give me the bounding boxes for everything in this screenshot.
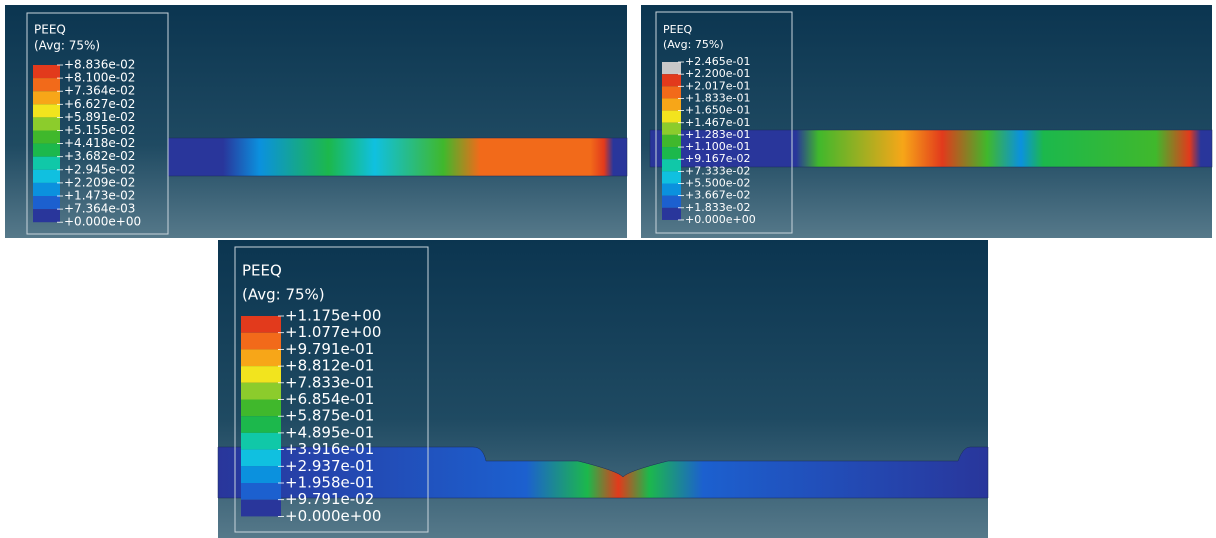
legend-label: +3.916e-01 <box>285 440 374 458</box>
legend-variable: PEEQ <box>663 23 693 36</box>
legend-swatch <box>662 123 681 135</box>
legend-label: +6.627e-02 <box>64 97 135 111</box>
legend-label: +5.500e-02 <box>685 177 750 190</box>
legend-swatch <box>33 117 60 130</box>
legend-label: +0.000e+00 <box>685 213 756 226</box>
legend-swatch <box>33 209 60 222</box>
legend-averaging: (Avg: 75%) <box>242 286 325 304</box>
legend-label: +1.958e-01 <box>285 474 374 492</box>
legend-swatch <box>241 316 281 333</box>
legend-label: +8.836e-02 <box>64 58 135 72</box>
legend-label: +4.418e-02 <box>64 136 135 150</box>
legend-swatch <box>241 416 281 433</box>
legend-swatch <box>33 183 60 196</box>
legend-swatch <box>33 78 60 91</box>
legend-swatch <box>662 135 681 147</box>
legend-label: +2.945e-02 <box>64 162 135 176</box>
fea-viewport: PEEQ(Avg: 75%)+1.175e+00+1.077e+00+9.791… <box>218 240 988 538</box>
legend-swatch <box>33 65 60 78</box>
legend-swatch <box>33 131 60 144</box>
legend-label: +9.791e-01 <box>285 340 374 358</box>
legend-swatch <box>662 86 681 98</box>
legend-label: +2.465e-01 <box>685 55 750 68</box>
legend-averaging: (Avg: 75%) <box>34 39 100 53</box>
legend-swatch <box>33 91 60 104</box>
legend-label: +1.283e-01 <box>685 128 750 141</box>
legend-swatch <box>662 111 681 123</box>
legend-swatch <box>33 157 60 170</box>
legend-swatch <box>241 366 281 383</box>
legend-label: +7.333e-02 <box>685 164 750 177</box>
legend-label: +1.833e-02 <box>685 201 750 214</box>
legend-swatch <box>33 144 60 157</box>
legend-swatch <box>33 196 60 209</box>
legend-label: +1.100e-01 <box>685 140 750 153</box>
legend-averaging: (Avg: 75%) <box>663 38 724 51</box>
legend-label: +1.077e+00 <box>285 323 381 341</box>
legend-swatch <box>662 147 681 159</box>
legend-label: +1.467e-01 <box>685 116 750 129</box>
legend-swatch <box>241 450 281 467</box>
legend-swatch <box>33 170 60 183</box>
legend-label: +1.650e-01 <box>685 104 750 117</box>
legend-label: +1.175e+00 <box>285 307 381 325</box>
legend-label: +0.000e+00 <box>285 507 381 525</box>
legend-swatch <box>241 349 281 366</box>
screenshot: PEEQ(Avg: 75%)+8.836e-02+8.100e-02+7.364… <box>0 0 1216 538</box>
legend-label: +2.209e-02 <box>64 175 135 189</box>
legend-label: +1.473e-02 <box>64 189 135 203</box>
legend-label: +8.812e-01 <box>285 357 374 375</box>
legend-label: +3.667e-02 <box>685 189 750 202</box>
legend-swatch <box>33 104 60 117</box>
legend-label: +7.364e-02 <box>64 84 135 98</box>
legend-swatch <box>662 159 681 171</box>
legend-swatch <box>241 433 281 450</box>
fea-viewport: PEEQ (Avg: 75%) +2.465e-01+2.200e-01+2.017… <box>641 5 1212 238</box>
legend-swatch <box>662 208 681 220</box>
fea-viewport: PEEQ(Avg: 75%)+8.836e-02+8.100e-02+7.364… <box>5 5 627 238</box>
legend-label: +5.155e-02 <box>64 123 135 137</box>
legend-variable: PEEQ <box>34 23 66 37</box>
legend-label: +7.364e-03 <box>64 202 135 216</box>
legend-swatch <box>241 333 281 350</box>
legend-swatch <box>662 98 681 110</box>
legend-swatch <box>241 500 281 517</box>
legend-swatch <box>241 483 281 500</box>
legend-label: +3.682e-02 <box>64 149 135 163</box>
legend-label: +0.000e+00 <box>64 215 141 229</box>
legend-swatch <box>241 466 281 483</box>
legend-swatch <box>241 383 281 400</box>
legend-swatch <box>662 74 681 86</box>
legend-label: +5.875e-01 <box>285 407 374 425</box>
legend-label: +6.854e-01 <box>285 390 374 408</box>
legend-label: +2.937e-01 <box>285 457 374 475</box>
legend-label: +2.200e-01 <box>685 67 750 80</box>
legend-label: +1.833e-01 <box>685 91 750 104</box>
legend-label: +5.891e-02 <box>64 110 135 124</box>
legend-swatch <box>662 184 681 196</box>
legend-swatch <box>662 62 681 74</box>
legend-label: +9.791e-02 <box>285 490 374 508</box>
legend-swatch <box>241 400 281 417</box>
deformed-mesh <box>168 138 627 176</box>
legend-swatch <box>662 196 681 208</box>
legend-label: +4.895e-01 <box>285 423 374 441</box>
legend-label: +9.167e-02 <box>685 152 750 165</box>
legend-label: +7.833e-01 <box>285 373 374 391</box>
legend-label: +2.017e-01 <box>685 79 750 92</box>
legend-swatch <box>662 171 681 183</box>
legend-variable: PEEQ <box>242 262 282 280</box>
legend-label: +8.100e-02 <box>64 71 135 85</box>
